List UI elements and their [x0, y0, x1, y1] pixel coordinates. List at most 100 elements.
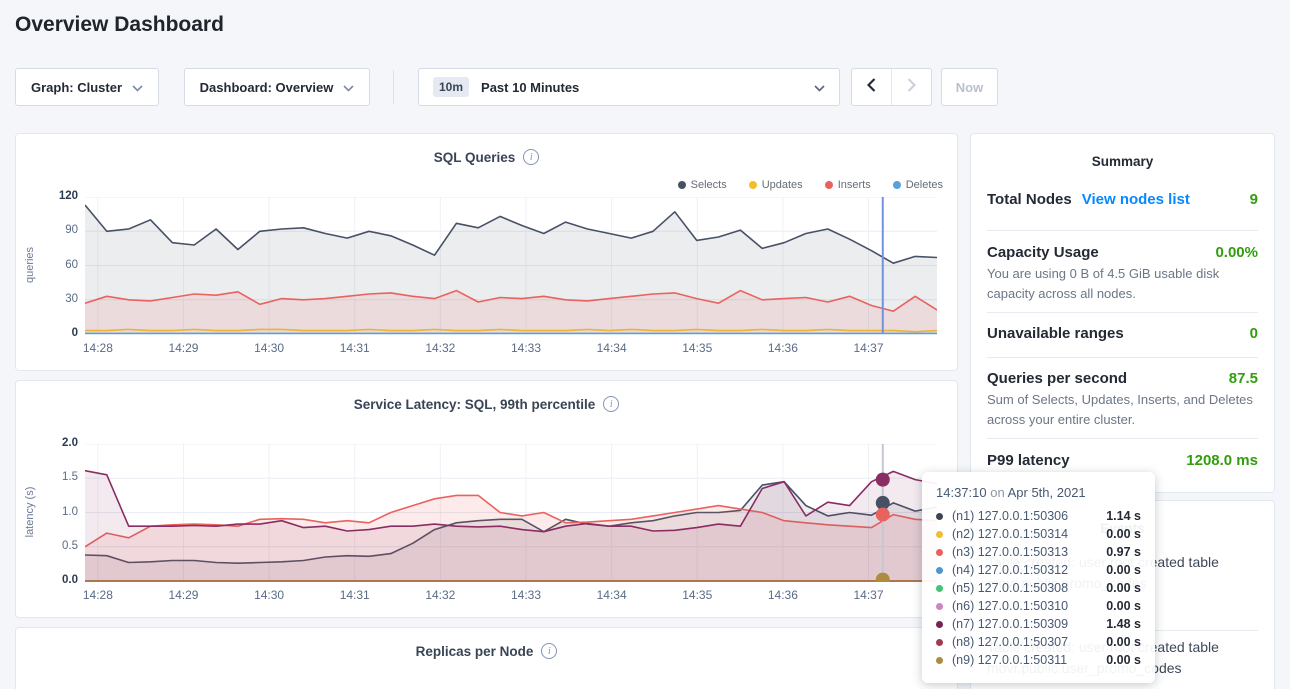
chart-title: Replicas per Node — [416, 644, 534, 659]
info-icon[interactable]: i — [523, 149, 539, 165]
y-tick-label: 90 — [34, 224, 78, 236]
x-tick-label: 14:33 — [496, 341, 556, 355]
node-address: (n3) 127.0.0.1:50313 — [952, 545, 1106, 559]
x-tick-label: 14:31 — [325, 588, 385, 602]
node-address: (n4) 127.0.0.1:50312 — [952, 563, 1106, 577]
legend-item-deletes[interactable]: Deletes — [893, 179, 943, 191]
x-tick-label: 14:32 — [410, 341, 470, 355]
node-latency-value: 1.14 s — [1106, 509, 1141, 523]
node-latency-value: 0.00 s — [1106, 635, 1141, 649]
legend-label: Selects — [691, 179, 727, 191]
tooltip-node-row: (n2) 127.0.0.1:503140.00 s — [936, 525, 1141, 543]
row-label: P99 latency — [987, 452, 1070, 469]
x-tick-label: 14:36 — [753, 341, 813, 355]
y-tick-label: 0.0 — [34, 574, 78, 586]
tooltip-rows: (n1) 127.0.0.1:503061.14 s(n2) 127.0.0.1… — [936, 507, 1141, 669]
chart-legend: Selects Updates Inserts Deletes — [678, 179, 943, 191]
row-label: Unavailable ranges — [987, 325, 1124, 342]
node-latency-value: 0.00 s — [1106, 563, 1141, 577]
prev-range-button[interactable] — [852, 69, 892, 105]
node-latency-value: 0.97 s — [1106, 545, 1141, 559]
x-tick-label: 14:37 — [838, 341, 898, 355]
legend-item-selects[interactable]: Selects — [678, 179, 727, 191]
x-tick-label: 14:35 — [667, 341, 727, 355]
summary-card: Summary Total Nodes View nodes list 9 Ca… — [970, 133, 1275, 493]
summary-row-capacity: Capacity Usage 0.00% — [987, 244, 1258, 261]
row-value: 9 — [1250, 191, 1258, 208]
x-tick-label: 14:28 — [68, 588, 128, 602]
dashboard-dropdown[interactable]: Dashboard: Overview — [184, 68, 370, 106]
legend-label: Deletes — [906, 179, 943, 191]
next-range-button[interactable] — [892, 69, 932, 105]
dashboard-dropdown-label: Dashboard: Overview — [200, 80, 334, 95]
sql-queries-chart[interactable] — [85, 197, 937, 335]
chevron-right-icon — [907, 78, 916, 97]
capacity-description: You are using 0 B of 4.5 GiB usable disk… — [987, 264, 1258, 303]
tooltip-node-row: (n6) 127.0.0.1:503100.00 s — [936, 597, 1141, 615]
sql-queries-panel: SQL Queries i Selects Updates Inserts De… — [15, 133, 958, 371]
tooltip-node-row: (n4) 127.0.0.1:503120.00 s — [936, 561, 1141, 579]
series-dot-icon — [749, 181, 757, 189]
x-tick-label: 14:33 — [496, 588, 556, 602]
series-dot-icon — [936, 513, 943, 520]
chevron-down-icon — [132, 80, 143, 95]
y-tick-label: 0.5 — [34, 540, 78, 552]
x-tick-label: 14:30 — [239, 341, 299, 355]
node-latency-value: 0.00 s — [1106, 653, 1141, 667]
series-dot-icon — [678, 181, 686, 189]
x-tick-label: 14:36 — [753, 588, 813, 602]
info-icon[interactable]: i — [541, 643, 557, 659]
legend-item-inserts[interactable]: Inserts — [825, 179, 871, 191]
now-button[interactable]: Now — [941, 68, 998, 106]
info-icon[interactable]: i — [603, 396, 619, 412]
node-address: (n5) 127.0.0.1:50308 — [952, 581, 1106, 595]
x-tick-label: 14:28 — [68, 341, 128, 355]
graph-dropdown[interactable]: Graph: Cluster — [15, 68, 159, 106]
legend-item-updates[interactable]: Updates — [749, 179, 803, 191]
series-dot-icon — [936, 603, 943, 610]
view-nodes-list-link[interactable]: View nodes list — [1082, 191, 1190, 208]
x-tick-label: 14:35 — [667, 588, 727, 602]
row-label: Capacity Usage — [987, 244, 1099, 261]
node-latency-value: 0.00 s — [1106, 599, 1141, 613]
service-latency-chart[interactable] — [85, 444, 937, 582]
series-dot-icon — [936, 657, 943, 664]
y-tick-label: 0 — [34, 327, 78, 339]
page-title: Overview Dashboard — [15, 13, 224, 37]
series-dot-icon — [936, 621, 943, 628]
legend-label: Inserts — [838, 179, 871, 191]
y-axis-ticks: 0306090120 — [34, 197, 78, 334]
tooltip-node-row: (n7) 127.0.0.1:503091.48 s — [936, 615, 1141, 633]
node-address: (n1) 127.0.0.1:50306 — [952, 509, 1106, 523]
time-range-badge: 10m — [433, 77, 469, 97]
node-address: (n7) 127.0.0.1:50309 — [952, 617, 1106, 631]
tooltip-node-row: (n8) 127.0.0.1:503070.00 s — [936, 633, 1141, 651]
node-address: (n9) 127.0.0.1:50311 — [952, 653, 1106, 667]
tooltip-node-row: (n9) 127.0.0.1:503110.00 s — [936, 651, 1141, 669]
x-tick-label: 14:34 — [582, 341, 642, 355]
y-tick-label: 120 — [34, 190, 78, 202]
row-label: Total Nodes — [987, 191, 1072, 208]
node-address: (n2) 127.0.0.1:50314 — [952, 527, 1106, 541]
tooltip-node-row: (n1) 127.0.0.1:503061.14 s — [936, 507, 1141, 525]
tooltip-node-row: (n5) 127.0.0.1:503080.00 s — [936, 579, 1141, 597]
tooltip-timestamp: 14:37:10 on Apr 5th, 2021 — [936, 485, 1141, 500]
summary-row-unavailable: Unavailable ranges 0 — [987, 325, 1258, 342]
time-range-dropdown[interactable]: 10m Past 10 Minutes — [418, 68, 840, 106]
series-dot-icon — [936, 639, 943, 646]
chart-tooltip: 14:37:10 on Apr 5th, 2021 (n1) 127.0.0.1… — [922, 472, 1155, 683]
node-latency-value: 0.00 s — [1106, 527, 1141, 541]
x-tick-label: 14:31 — [325, 341, 385, 355]
service-latency-panel: Service Latency: SQL, 99th percentile i … — [15, 380, 958, 618]
summary-row-p99: P99 latency 1208.0 ms — [987, 452, 1258, 469]
divider — [987, 438, 1258, 439]
chevron-down-icon — [343, 80, 354, 95]
series-dot-icon — [936, 585, 943, 592]
node-latency-value: 1.48 s — [1106, 617, 1141, 631]
x-tick-label: 14:34 — [582, 588, 642, 602]
x-tick-label: 14:29 — [153, 341, 213, 355]
qps-description: Sum of Selects, Updates, Inserts, and De… — [987, 390, 1258, 429]
divider — [987, 357, 1258, 358]
y-tick-label: 1.5 — [34, 471, 78, 483]
chart-title: SQL Queries — [434, 150, 516, 165]
